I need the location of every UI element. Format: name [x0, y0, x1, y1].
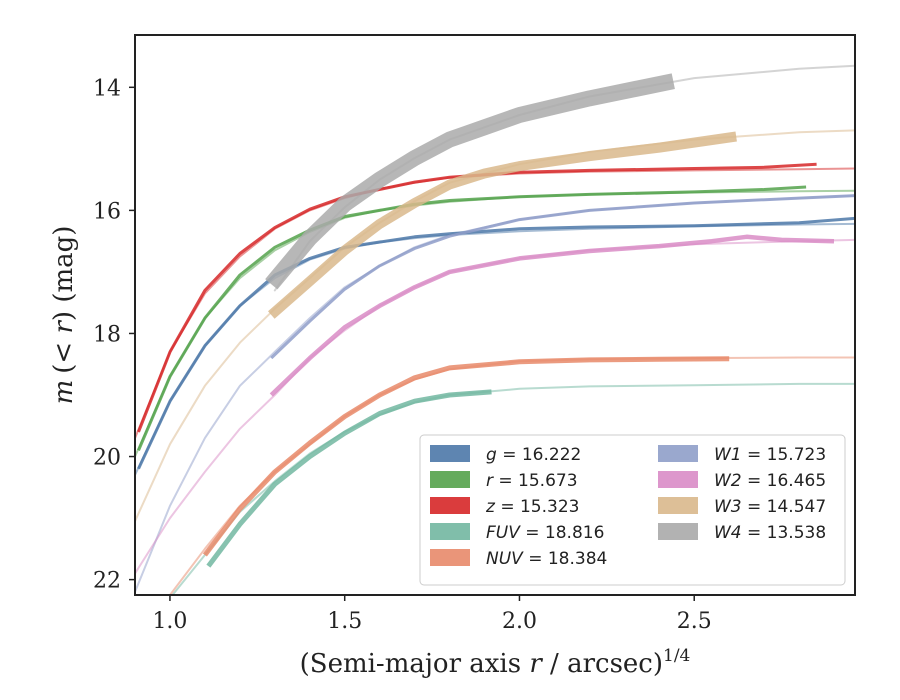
y-axis-label-rest: (<	[49, 334, 79, 374]
y-axis-label-main: m	[49, 380, 79, 405]
legend-swatch-g	[430, 445, 470, 462]
legend-entry-r: r = 15.673	[486, 471, 578, 491]
legend-swatch-NUV	[430, 549, 470, 566]
legend-entry-NUV: NUV = 18.384	[486, 549, 607, 569]
legend-entry-z: z = 15.323	[485, 497, 579, 517]
y-axis-label-var: r	[49, 320, 79, 334]
x-tick-label: 1.5	[327, 609, 362, 634]
data-curve-FUV	[206, 389, 492, 568]
legend-entry-FUV: FUV = 18.816	[486, 523, 604, 543]
y-axis-ticks: 14 16 18 20 22	[93, 76, 135, 594]
legend-entry-W2: W2 = 16.465	[714, 471, 826, 491]
legend-swatch-W2	[658, 471, 698, 488]
legend: g = 16.222 r = 15.673 z = 15.323 FUV = 18.8…	[419, 434, 846, 586]
y-axis-label: m (< r) (mag)	[49, 226, 79, 405]
data-curve-r	[137, 185, 807, 451]
data-curve-NUV	[202, 356, 730, 557]
x-axis-label-main: (Semi-major axis	[300, 649, 530, 679]
legend-entry-W3: W3 = 14.547	[714, 497, 826, 517]
legend-entry-W1: W1 = 15.723	[714, 445, 826, 465]
x-axis-label: (Semi-major axis r / arcsec)1/4	[300, 646, 691, 679]
data-curve-z	[137, 162, 817, 433]
legend-swatch-r	[430, 471, 470, 488]
x-tick-label: 2.0	[502, 609, 537, 634]
y-tick-label: 22	[93, 569, 121, 594]
legend-swatch-FUV	[430, 523, 470, 540]
data-curve-W3	[268, 131, 737, 319]
data-curve-W4	[265, 73, 675, 290]
x-axis-label-rest: / arcsec)	[542, 649, 663, 679]
x-axis-ticks: 1.0 1.5 2.0 2.5	[152, 595, 712, 634]
x-tick-label: 1.0	[152, 609, 187, 634]
x-tick-label: 2.5	[677, 609, 712, 634]
legend-swatch-W3	[658, 497, 698, 514]
data-curve-W1	[270, 194, 855, 360]
legend-frame	[419, 434, 846, 586]
legend-swatch-W1	[658, 445, 698, 462]
data-curves	[137, 73, 855, 568]
y-axis-label-unit: ) (mag)	[49, 226, 79, 322]
data-curve-g	[137, 216, 855, 470]
y-tick-label: 18	[93, 322, 121, 347]
data-curve-W2	[269, 234, 835, 397]
legend-entry-W4: W4 = 13.538	[714, 523, 826, 543]
legend-swatch-W4	[658, 523, 698, 540]
y-tick-label: 14	[93, 76, 121, 101]
plot-frame	[134, 34, 856, 596]
legend-entry-g: g = 16.222	[486, 445, 581, 465]
x-axis-label-sup: 1/4	[663, 646, 690, 666]
x-axis-label-var: r	[529, 649, 543, 679]
y-tick-label: 16	[93, 199, 121, 224]
y-tick-label: 20	[93, 446, 121, 471]
legend-swatch-z	[430, 497, 470, 514]
